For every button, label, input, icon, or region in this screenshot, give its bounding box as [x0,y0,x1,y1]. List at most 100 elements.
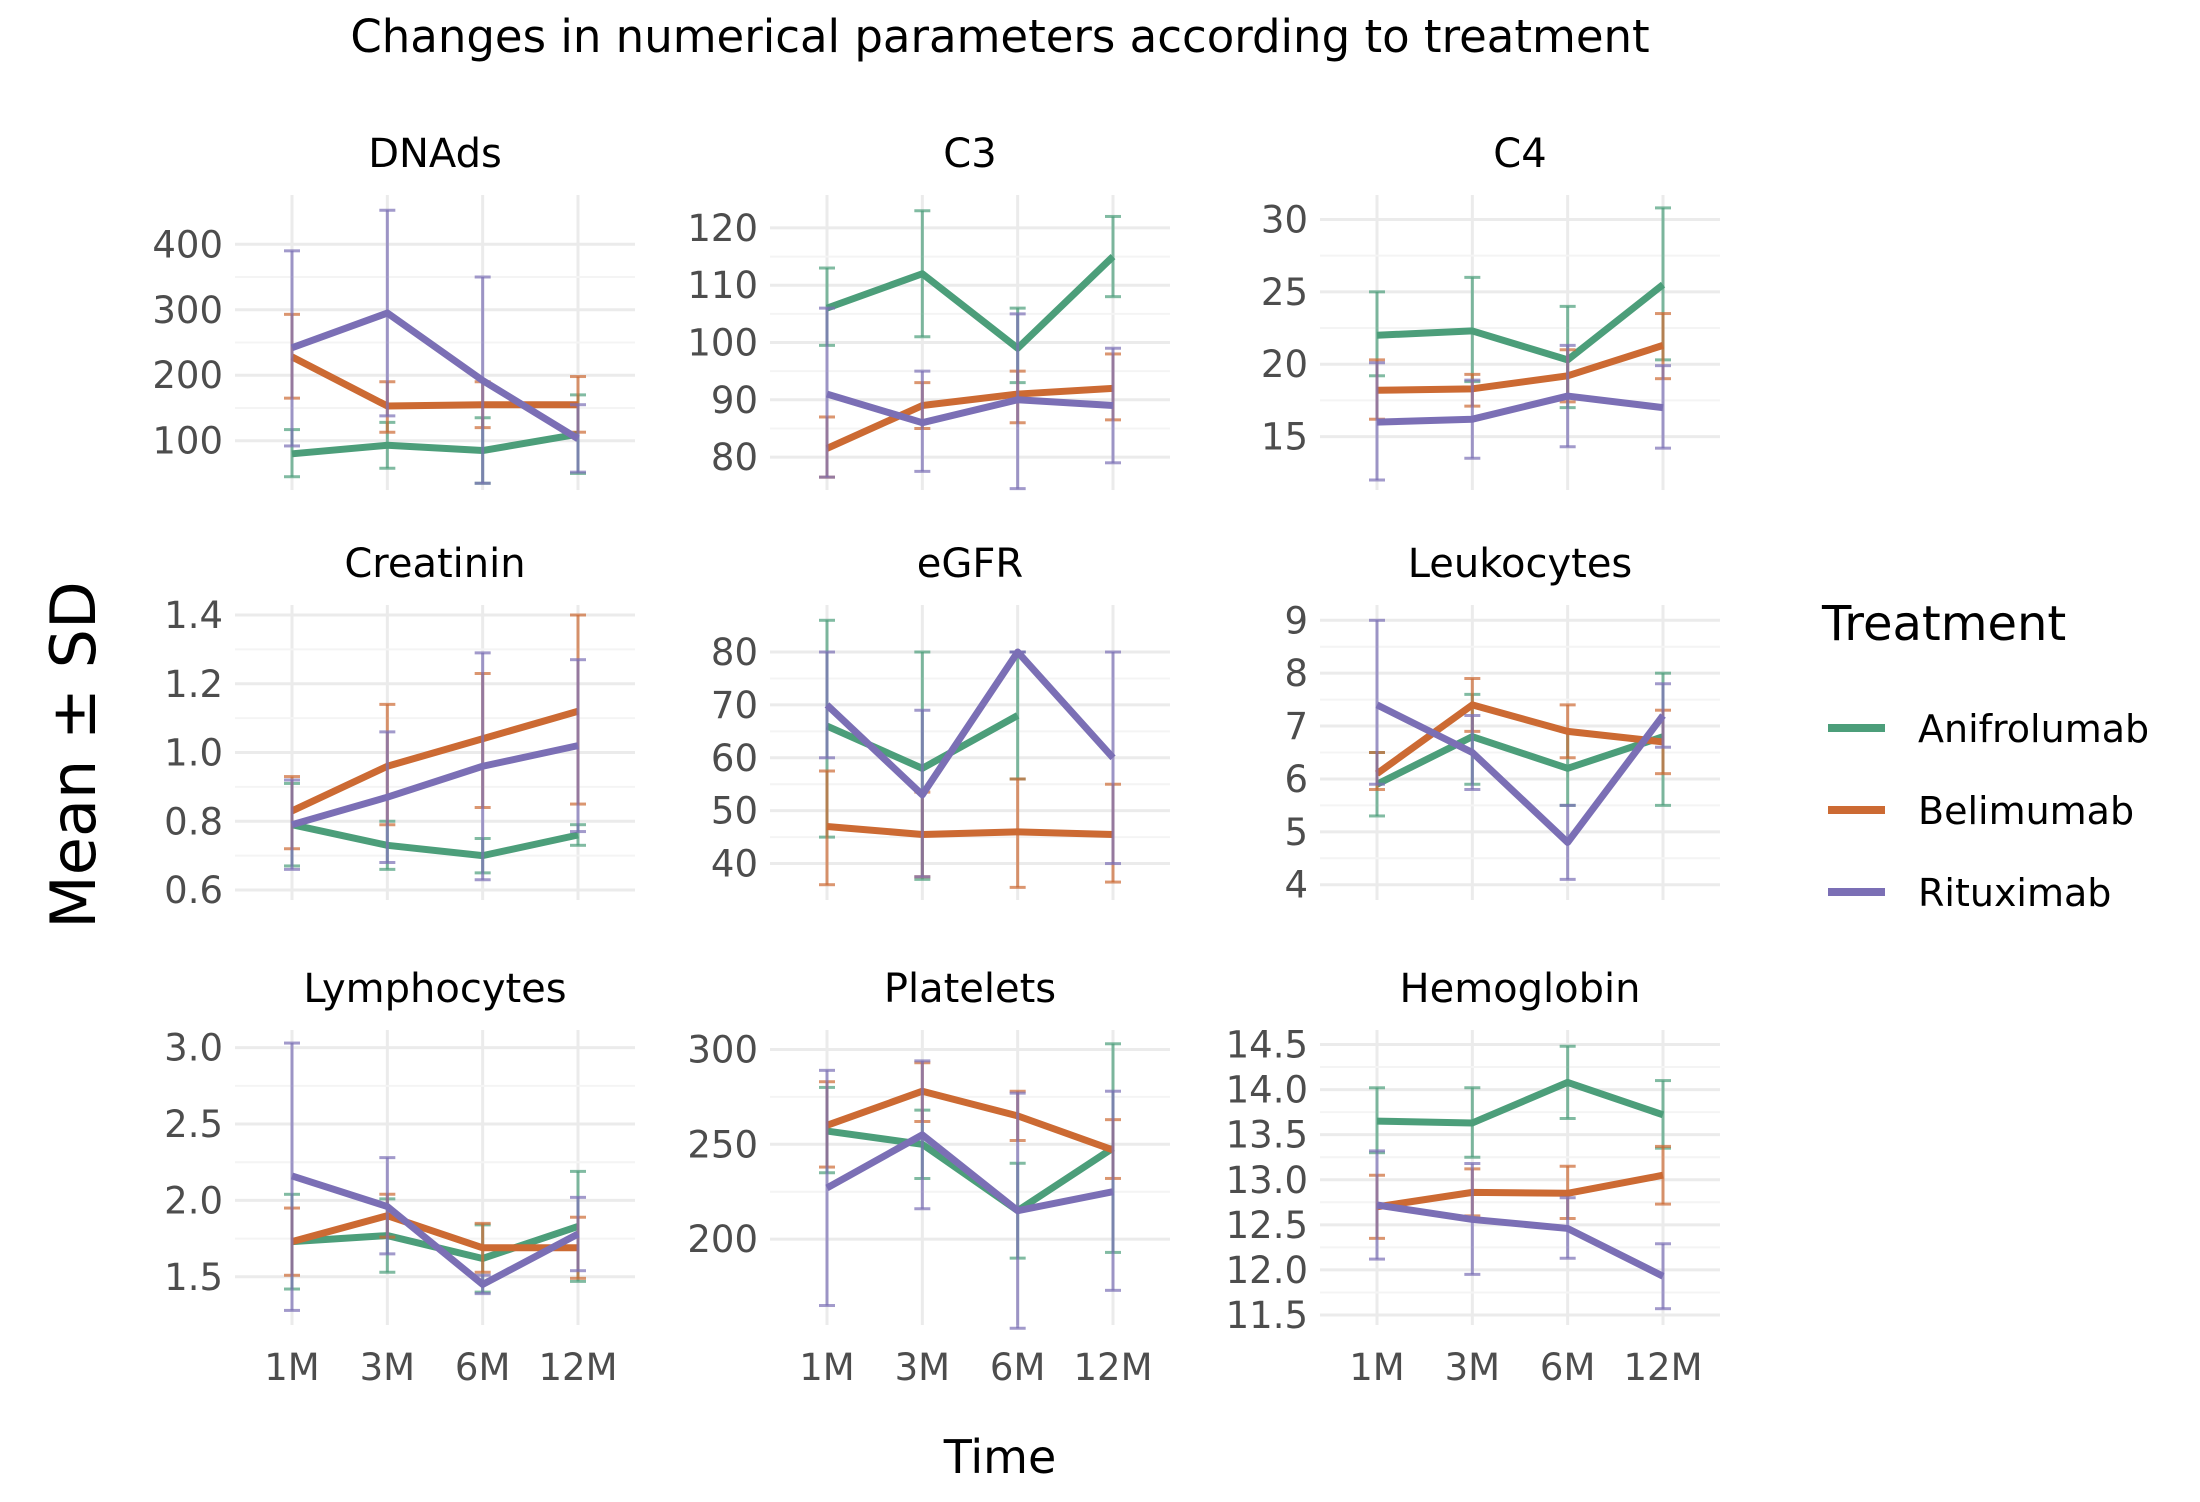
panel-title: DNAds [368,131,502,177]
y-tick-label: 300 [687,1028,758,1071]
series-anifrolumab [1369,1044,1671,1159]
y-tick-label: 80 [711,436,758,479]
y-tick-label: 3.0 [164,1027,223,1070]
series-line [291,742,579,829]
x-axis-label: Time [943,1430,1057,1484]
y-tick-label: 1.0 [164,732,223,775]
y-tick-label: 11.5 [1226,1294,1308,1337]
x-tick-label: 6M [990,1346,1045,1389]
series-line [1376,281,1666,364]
panels: DNAds 100 200 300 400 C3 80 90 100 110 120 C4 15 20 25… [152,131,1720,1389]
series-line [825,254,1116,352]
series-belimumab [819,769,1121,889]
y-tick-label: 25 [1261,271,1308,314]
y-tick-label: 1.4 [164,594,223,637]
series-rituximab [284,651,586,882]
series-line [1376,1078,1665,1127]
series-rituximab [819,306,1121,491]
y-tick-label: 40 [711,843,758,886]
error-bar [819,650,835,760]
legend-title: Treatment [1821,596,2066,652]
x-tick-label: 1M [799,1346,854,1389]
error-bar [1369,618,1385,786]
x-tick-label: 6M [1540,1346,1595,1389]
panel-dnads: DNAds 100 200 300 400 [152,131,635,490]
series-anifrolumab [819,209,1121,385]
series-line [290,1172,580,1288]
panel-platelets: Platelets 200 250 300 1M 3M 6M 12M [687,966,1170,1389]
error-bar [1105,1089,1121,1292]
y-tick-label: 200 [687,1218,758,1261]
x-tick-label: 3M [360,1346,415,1389]
series-line [825,1131,1114,1215]
series-belimumab [819,352,1121,479]
y-tick-label: 13.5 [1226,1114,1308,1157]
legend-item-anifrolumab: Anifrolumab [1828,707,2149,751]
y-axis-label: Mean ± SD [37,581,110,928]
series-line [1376,1201,1665,1280]
series-line [1376,392,1664,426]
x-tick-label: 1M [264,1346,319,1389]
x-tick-label: 12M [1073,1346,1152,1389]
y-tick-label: 100 [687,322,758,365]
y-tick-label: 6 [1284,758,1308,801]
series-line [290,309,580,442]
legend-label: Belimumab [1918,789,2134,833]
panel-title: Platelets [884,966,1056,1012]
y-tick-label: 1.2 [164,663,223,706]
series-line [1376,1171,1664,1211]
y-tick-label: 2.0 [164,1179,223,1222]
y-tick-label: 80 [711,631,758,674]
series-line [290,707,579,815]
y-tick-label: 20 [1261,343,1308,386]
y-tick-label: 70 [711,684,758,727]
y-tick-label: 0.8 [164,800,223,843]
series-line [824,648,1116,799]
y-tick-label: 60 [711,737,758,780]
y-tick-label: 5 [1284,811,1308,854]
series-rituximab [1369,1149,1671,1311]
x-tick-label: 1M [1349,1346,1404,1389]
y-tick-label: 120 [687,207,758,250]
series-line [291,430,579,458]
panel-c4: C4 15 20 25 30 [1261,131,1720,490]
y-tick-label: 14.5 [1226,1024,1308,1067]
panel-title: Creatinin [344,541,525,587]
panel-egfr: eGFR 40 50 60 70 80 [711,541,1170,900]
error-bar [284,249,300,448]
panel-creatinin: Creatinin 0.6 0.8 1.0 1.2 1.4 [164,541,635,912]
series-line [826,1127,1115,1215]
series-line [826,823,1114,838]
series-rituximab [284,1041,586,1312]
panel-title: Leukocytes [1408,541,1633,587]
x-tick-label: 12M [538,1346,617,1389]
y-tick-label: 100 [152,420,223,463]
panel-title: C4 [1493,131,1546,177]
series-anifrolumab [819,1042,1121,1260]
y-tick-label: 4 [1284,864,1308,907]
series-rituximab [1369,618,1671,881]
x-tick-label: 6M [455,1346,510,1389]
x-tick-label: 3M [1445,1346,1500,1389]
series-line [291,1212,578,1252]
y-tick-label: 12.5 [1226,1204,1308,1247]
series-anifrolumab [1369,206,1671,410]
panel-title: eGFR [917,541,1023,587]
legend-label: Anifrolumab [1918,707,2149,751]
legend-item-rituximab: Rituximab [1828,871,2111,915]
y-tick-label: 14.0 [1226,1069,1308,1112]
series-line [1374,701,1664,777]
error-bar [819,306,835,479]
series-rituximab [1369,343,1671,482]
series-rituximab [819,1059,1121,1330]
y-tick-label: 13.0 [1226,1159,1308,1202]
series-line [825,384,1114,452]
y-tick-label: 9 [1284,599,1308,642]
y-tick-label: 200 [152,354,223,397]
series-line [1375,701,1666,846]
series-line [825,1087,1115,1154]
panel-c3: C3 80 90 100 110 120 [687,131,1170,491]
y-tick-label: 2.5 [164,1103,223,1146]
series-line [825,390,1114,427]
